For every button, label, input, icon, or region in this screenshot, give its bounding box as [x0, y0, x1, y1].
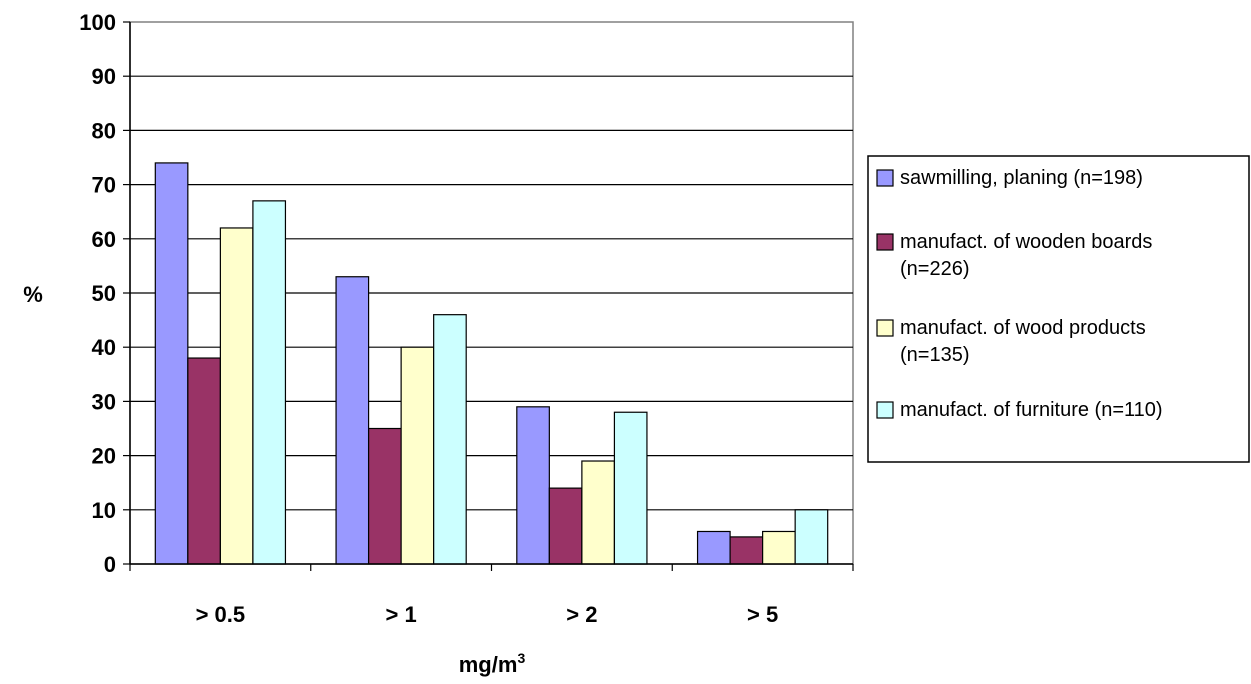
legend-label: (n=226)	[900, 258, 970, 280]
bar	[187, 357, 221, 565]
bar	[400, 346, 435, 565]
legend-label: manufact. of furniture (n=110)	[900, 399, 1163, 421]
legend-label: manufact. of wood products	[900, 317, 1146, 339]
bar	[335, 276, 370, 565]
legend-box	[867, 155, 1250, 463]
legend: sawmilling, planing (n=198) manufact. of …	[867, 155, 1250, 463]
legend-swatch	[876, 169, 894, 187]
y-tick-label: 10	[92, 498, 116, 523]
bars	[154, 162, 829, 565]
legend-label: (n=135)	[900, 344, 970, 366]
axes: 0 10 20 30 40 50 60 70 80 90 100 > 0.5 > 1 > 2 > 5	[79, 10, 854, 627]
y-tick-label: 50	[92, 281, 116, 306]
bar	[696, 530, 731, 565]
bar	[729, 536, 764, 565]
x-tick-label: > 0.5	[196, 602, 246, 627]
y-tick-label: 40	[92, 335, 116, 360]
y-tick-label: 90	[92, 64, 116, 89]
legend-swatch	[876, 319, 894, 337]
bar	[252, 200, 287, 565]
legend-label: manufact. of wooden boards	[900, 231, 1152, 253]
bar	[613, 411, 648, 565]
legend-swatch	[876, 233, 894, 251]
bar	[433, 314, 467, 565]
y-tick-label: 30	[92, 389, 116, 414]
legend-label: sawmilling, planing (n=198)	[900, 167, 1143, 189]
bar	[548, 487, 583, 565]
y-tick-label: 100	[79, 10, 116, 35]
y-tick-label: 60	[92, 227, 116, 252]
y-tick-label: 70	[92, 173, 116, 198]
y-tick-label: 80	[92, 118, 116, 143]
legend-swatch	[876, 401, 894, 419]
x-tick-label: > 5	[747, 602, 778, 627]
x-tick-label: > 2	[566, 602, 597, 627]
bar	[581, 460, 616, 565]
bar	[219, 227, 254, 565]
bar	[516, 406, 550, 565]
y-axis-label: %	[23, 282, 43, 307]
x-tick-label: > 1	[386, 602, 417, 627]
y-tick-label: 0	[104, 552, 116, 577]
x-axis-label-superscript: 3	[517, 650, 525, 666]
bar	[794, 509, 829, 565]
x-axis-label: mg/m3	[459, 650, 526, 677]
bar	[154, 162, 189, 565]
bar	[367, 427, 402, 565]
x-axis-label-text: mg/m	[459, 652, 518, 677]
y-tick-label: 20	[92, 444, 116, 469]
bar	[762, 530, 796, 565]
